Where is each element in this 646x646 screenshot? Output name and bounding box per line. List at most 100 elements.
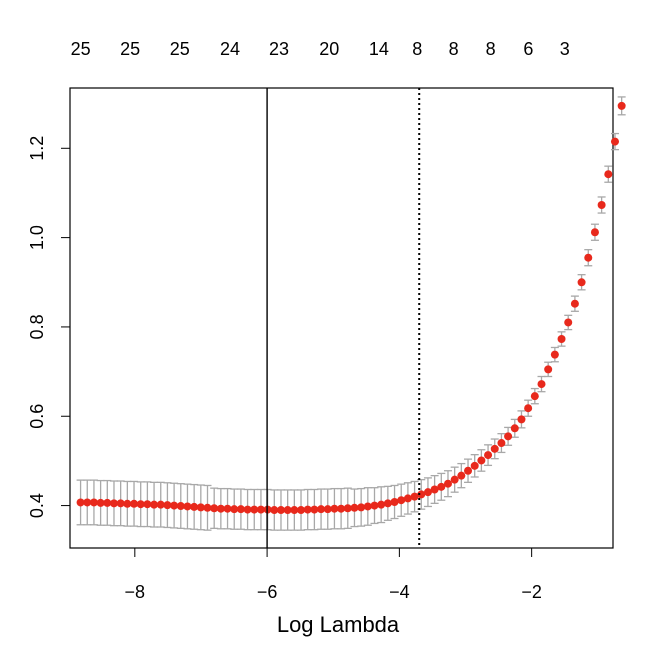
y-tick-label: 0.6 bbox=[27, 404, 47, 429]
top-axis-label: 25 bbox=[170, 39, 190, 59]
data-point bbox=[243, 505, 252, 514]
y-tick-label: 1.2 bbox=[27, 136, 47, 161]
data-point bbox=[357, 503, 366, 512]
x-axis-title: Log Lambda bbox=[277, 612, 400, 637]
data-point bbox=[330, 504, 339, 513]
x-tick-label: −4 bbox=[389, 582, 410, 602]
data-point bbox=[250, 505, 259, 514]
data-points bbox=[76, 101, 626, 515]
data-point bbox=[517, 415, 526, 424]
data-point bbox=[537, 380, 546, 389]
data-point bbox=[317, 505, 326, 514]
data-point bbox=[550, 350, 559, 359]
data-point bbox=[484, 451, 493, 460]
data-point bbox=[397, 496, 406, 505]
data-point bbox=[163, 501, 172, 510]
data-point bbox=[604, 170, 613, 179]
data-point bbox=[190, 502, 199, 511]
data-point bbox=[610, 137, 619, 146]
data-point bbox=[457, 471, 466, 480]
data-point bbox=[216, 504, 225, 513]
data-point bbox=[156, 500, 165, 509]
data-point bbox=[370, 501, 379, 510]
data-point bbox=[617, 101, 626, 110]
data-point bbox=[297, 506, 306, 515]
data-point bbox=[497, 439, 506, 448]
data-point bbox=[410, 492, 419, 501]
y-tick-label: 1.0 bbox=[27, 225, 47, 250]
data-point bbox=[196, 503, 205, 512]
data-point bbox=[337, 504, 346, 513]
y-axis: 0.4 0.6 0.8 1.0 1.2 bbox=[27, 136, 71, 518]
data-point bbox=[150, 500, 159, 509]
data-point bbox=[103, 498, 112, 507]
data-point bbox=[510, 424, 519, 433]
data-point bbox=[383, 499, 392, 508]
y-tick-label: 0.4 bbox=[27, 493, 47, 518]
data-point bbox=[390, 498, 399, 506]
data-point bbox=[83, 498, 92, 507]
data-point bbox=[283, 506, 292, 515]
data-point bbox=[504, 432, 513, 441]
top-axis-label: 23 bbox=[269, 39, 289, 59]
data-point bbox=[343, 504, 352, 513]
top-axis-label: 6 bbox=[523, 39, 533, 59]
data-point bbox=[590, 228, 599, 237]
data-point bbox=[584, 253, 593, 262]
top-axis-label: 25 bbox=[120, 39, 140, 59]
data-point bbox=[564, 318, 573, 327]
data-point bbox=[557, 334, 566, 343]
top-axis-label: 3 bbox=[560, 39, 570, 59]
data-point bbox=[350, 503, 359, 512]
data-point bbox=[210, 504, 219, 513]
data-point bbox=[417, 490, 426, 499]
data-point bbox=[136, 500, 145, 509]
data-point bbox=[530, 392, 539, 401]
data-point bbox=[450, 475, 459, 484]
data-point bbox=[464, 466, 473, 475]
data-point bbox=[524, 404, 533, 413]
data-point bbox=[377, 500, 386, 509]
data-point bbox=[170, 501, 179, 510]
data-point bbox=[183, 502, 192, 511]
x-tick-label: −2 bbox=[521, 582, 542, 602]
top-axis-label: 14 bbox=[369, 39, 389, 59]
top-axis-label: 8 bbox=[412, 39, 422, 59]
top-axis-labels: 25 25 25 24 23 20 14 8 8 8 6 3 bbox=[71, 39, 570, 59]
data-point bbox=[116, 499, 125, 508]
x-tick-label: −6 bbox=[257, 582, 278, 602]
data-point bbox=[96, 498, 105, 507]
data-point bbox=[256, 505, 265, 514]
top-axis-label: 20 bbox=[319, 39, 339, 59]
data-point bbox=[230, 505, 239, 514]
data-point bbox=[123, 499, 132, 508]
data-point bbox=[236, 505, 245, 514]
data-point bbox=[310, 505, 319, 514]
data-point bbox=[176, 502, 185, 511]
data-point bbox=[470, 461, 479, 470]
data-point bbox=[437, 482, 446, 491]
data-point bbox=[570, 299, 579, 308]
top-axis-label: 24 bbox=[220, 39, 240, 59]
data-point bbox=[323, 505, 332, 514]
data-point bbox=[544, 365, 553, 374]
data-point bbox=[290, 506, 299, 515]
data-point bbox=[490, 444, 499, 453]
top-axis-label: 25 bbox=[71, 39, 91, 59]
data-point bbox=[270, 506, 279, 515]
x-tick-label: −8 bbox=[125, 582, 146, 602]
data-point bbox=[577, 278, 586, 287]
data-point bbox=[443, 479, 452, 488]
data-point bbox=[143, 500, 152, 509]
data-point bbox=[403, 494, 412, 503]
y-tick-label: 0.8 bbox=[27, 314, 47, 339]
error-bars bbox=[76, 96, 626, 531]
data-point bbox=[276, 506, 285, 515]
data-point bbox=[477, 456, 486, 465]
data-point bbox=[89, 498, 98, 507]
data-point bbox=[430, 485, 439, 494]
data-point bbox=[223, 504, 232, 513]
data-point bbox=[363, 502, 372, 511]
x-axis: −8 −6 −4 −2 bbox=[125, 547, 542, 602]
